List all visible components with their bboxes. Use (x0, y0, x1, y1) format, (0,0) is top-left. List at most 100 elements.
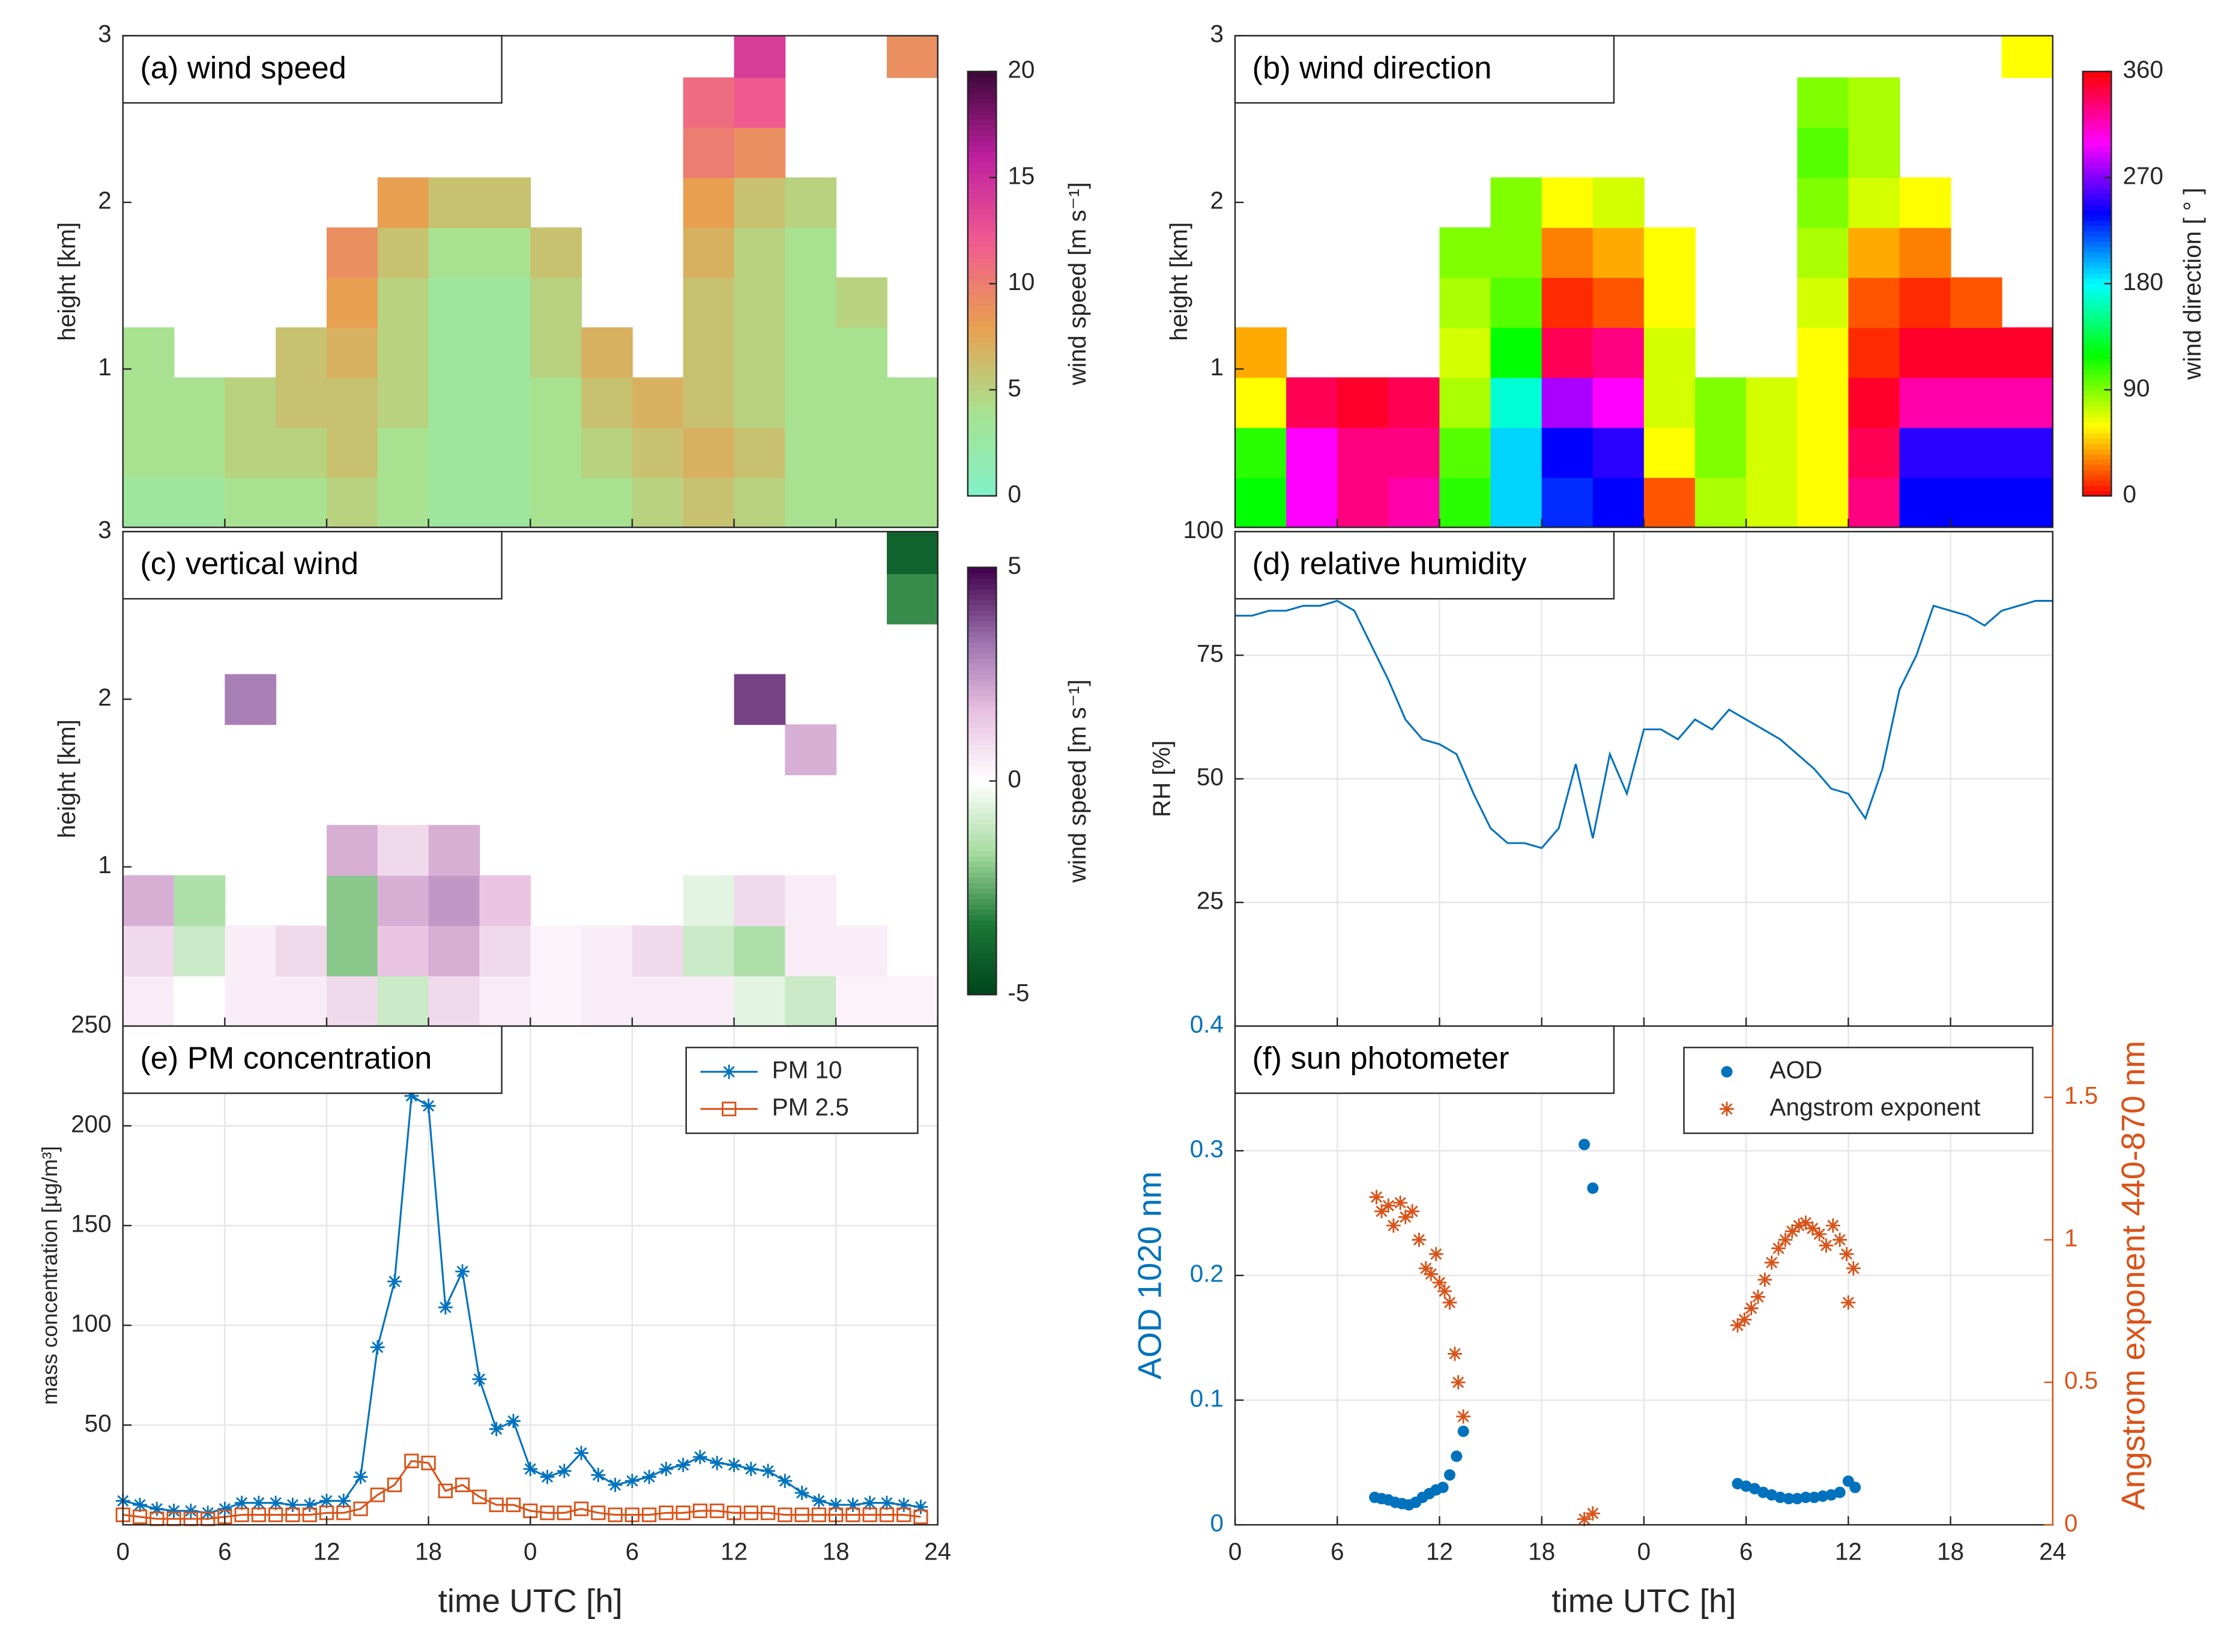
colorbar-segment (967, 204, 997, 210)
legend-marker (1721, 1066, 1733, 1078)
heatmap-cell (1439, 227, 1491, 278)
marker-asterisk (710, 1456, 725, 1471)
marker-asterisk (421, 1098, 436, 1113)
heatmap-cell (479, 427, 531, 478)
heatmap-cell (734, 975, 786, 1027)
heatmap-cell (2001, 427, 2053, 478)
colorbar-segment (967, 733, 997, 739)
y-axis-label: height [km] (53, 222, 80, 341)
heatmap-cell (1592, 277, 1645, 328)
colorbar-segment (967, 193, 997, 200)
marker-asterisk (1451, 1375, 1466, 1390)
marker-square (353, 1501, 368, 1516)
colorbar-tick-label: 20 (1008, 56, 1035, 83)
marker-dot (1457, 1425, 1469, 1437)
heatmap-cell (479, 377, 531, 428)
x-tick-label: 24 (2039, 1537, 2066, 1565)
heatmap-cell (1541, 177, 1594, 228)
heatmap-cell (1899, 427, 1951, 478)
heatmap-cell (530, 227, 582, 278)
marker-asterisk (880, 1495, 894, 1510)
colorbar-segment (2082, 103, 2112, 110)
marker-asterisk (896, 1498, 911, 1512)
y-tick-label: 100 (1183, 516, 1224, 543)
marker-asterisk (353, 1469, 368, 1484)
colorbar-segment (967, 952, 997, 958)
colorbar-segment (2082, 368, 2112, 375)
colorbar-segment (2082, 151, 2112, 157)
colorbar-tick-label: 180 (2123, 268, 2163, 295)
heatmap-cell (1592, 427, 1645, 478)
heatmap-cell (174, 875, 226, 927)
heatmap-cell (225, 925, 277, 976)
marker-asterisk (1424, 1266, 1439, 1281)
x-tick-label: 6 (218, 1537, 232, 1565)
colorbar-segment (967, 909, 997, 916)
colorbar-segment (967, 368, 997, 375)
panel-title: (c) vertical wind (140, 546, 358, 581)
marker-asterisk (217, 1501, 232, 1516)
heatmap-cell (479, 177, 531, 228)
marker-asterisk (234, 1495, 249, 1510)
colorbar-segment (2082, 108, 2112, 115)
marker-square (251, 1507, 267, 1522)
heatmap-cell (174, 975, 226, 1027)
heatmap-cell (1848, 477, 1900, 528)
marker-dot (1783, 1493, 1795, 1505)
marker-asterisk (743, 1462, 758, 1477)
marker-asterisk (675, 1457, 690, 1472)
colorbar-segment (967, 177, 997, 184)
colorbar-segment (2082, 113, 2112, 120)
marker-square (285, 1507, 300, 1522)
marker-asterisk (913, 1499, 928, 1514)
heatmap-cell (836, 427, 887, 478)
heatmap-cell (1797, 127, 1849, 178)
colorbar-segment (2082, 71, 2112, 78)
heatmap-cell (530, 327, 582, 378)
marker-square (710, 1503, 725, 1519)
colorbar-segment (967, 567, 997, 573)
heatmap-cell (377, 177, 429, 228)
colorbar-segment (967, 754, 997, 761)
heatmap-cell (683, 127, 735, 178)
y-axis-label: height [km] (53, 719, 80, 838)
marker-asterisk (1833, 1232, 1848, 1247)
x-tick-label: 0 (116, 1537, 130, 1565)
heatmap-cell (1694, 427, 1747, 478)
heatmap-cell (1746, 477, 1798, 528)
y-tick-label: 75 (1197, 640, 1224, 667)
heatmap-cell (1541, 327, 1594, 378)
heatmap-cell (886, 377, 938, 428)
heatmap-cell (734, 477, 786, 528)
heatmap-cell (1592, 227, 1645, 278)
heatmap-cell (683, 427, 735, 478)
colorbar-segment (2082, 289, 2112, 295)
heatmap-cell (1899, 277, 1951, 328)
heatmap-cell (225, 477, 277, 528)
colorbar-segment (967, 727, 997, 734)
colorbar-segment (967, 653, 997, 659)
heatmap-cell (530, 377, 582, 428)
marker-asterisk (1751, 1289, 1765, 1304)
marker-asterisk (1585, 1506, 1600, 1521)
colorbar-segment (2082, 400, 2112, 407)
colorbar-segment (967, 781, 997, 787)
marker-square (268, 1507, 283, 1522)
marker-asterisk (591, 1468, 606, 1483)
heatmap-cell (276, 327, 327, 378)
colorbar-segment (2082, 82, 2112, 88)
colorbar-segment (967, 326, 997, 333)
colorbar-segment (2082, 204, 2112, 210)
panel-title: (a) wind speed (140, 50, 346, 85)
y-axis-label: RH [%] (1148, 740, 1176, 817)
heatmap-cell (1234, 327, 1287, 378)
colorbar-segment (2082, 87, 2112, 94)
marker-square (896, 1507, 911, 1522)
heatmap-cell (479, 477, 531, 528)
marker-dot (1774, 1492, 1786, 1504)
heatmap-cell (530, 427, 582, 478)
marker-asterisk (1839, 1247, 1854, 1262)
colorbar-segment (967, 738, 997, 745)
colorbar-segment (967, 220, 997, 226)
